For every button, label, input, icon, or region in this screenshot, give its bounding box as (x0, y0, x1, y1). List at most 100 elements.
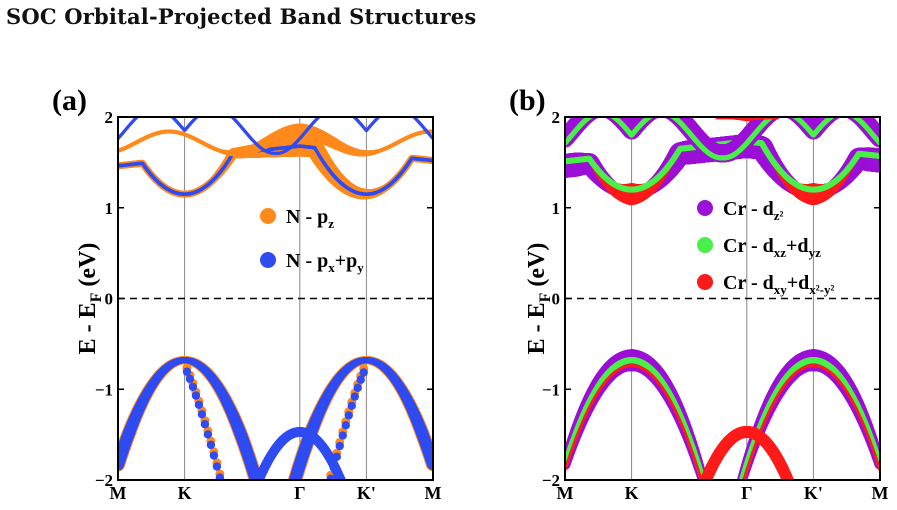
band-point (328, 108, 331, 111)
band-point (392, 107, 395, 110)
band-point (191, 391, 201, 400)
band-point (225, 111, 228, 114)
x-tick-label: K (178, 483, 192, 503)
legend: N - pz N - px+py (260, 206, 364, 275)
band-point (329, 107, 332, 110)
band-point (327, 108, 330, 111)
band-point (164, 110, 167, 113)
band-point (249, 487, 259, 497)
band-point (330, 107, 333, 110)
band-point (426, 458, 433, 471)
band-point (391, 107, 394, 110)
band-point (255, 479, 260, 480)
band-point (253, 486, 267, 500)
band-point (154, 106, 157, 109)
plot-area (118, 106, 433, 504)
legend-marker (260, 208, 276, 224)
band-point (383, 111, 386, 114)
band-point (325, 109, 328, 112)
band-point (227, 113, 230, 116)
band-point (227, 112, 230, 115)
band-point (349, 112, 352, 115)
band-point (331, 107, 334, 110)
band-point (162, 109, 165, 112)
band-point (253, 483, 265, 495)
y-tick-label: 2 (105, 108, 114, 127)
band-point (222, 109, 225, 112)
band-point (326, 474, 335, 480)
band-point (141, 111, 144, 114)
band-point (144, 109, 147, 112)
band-point (142, 110, 145, 113)
band-point (348, 112, 351, 115)
band-point (341, 107, 344, 110)
band-point (339, 107, 342, 110)
band-point (324, 110, 327, 113)
band-point (199, 112, 202, 115)
band-point (213, 106, 216, 109)
band-point (335, 106, 338, 109)
band-point (221, 492, 230, 501)
band-point (382, 111, 385, 114)
band-point (248, 491, 258, 501)
band-point (156, 107, 159, 110)
band-point (188, 382, 198, 392)
band-point (166, 111, 169, 114)
band-point (255, 479, 261, 480)
band-point (326, 109, 329, 112)
plot-area (565, 117, 880, 480)
band-point (167, 112, 170, 115)
band-point (402, 108, 405, 111)
band-point (219, 108, 222, 111)
band-point (215, 106, 218, 109)
band-point (380, 113, 383, 116)
band-point (323, 111, 326, 114)
band-point (211, 106, 214, 109)
band-point (353, 383, 362, 393)
band-point (253, 484, 265, 496)
x-tick-label: M (110, 483, 127, 503)
band-point (395, 106, 398, 109)
band-point (347, 401, 356, 411)
band-point (206, 108, 209, 111)
band-point (168, 113, 171, 116)
band-point (333, 106, 336, 109)
band-point (207, 108, 210, 111)
band-point (168, 113, 171, 116)
band-point (342, 108, 345, 111)
band-point (200, 111, 203, 114)
legend-entry: N - pz (286, 206, 334, 231)
band-point (402, 108, 405, 111)
band-point (405, 110, 408, 113)
band-point (338, 107, 341, 110)
band-point (253, 485, 265, 497)
band-point (401, 108, 404, 111)
band-point (147, 108, 150, 111)
band-point (396, 106, 399, 109)
band-point (148, 107, 151, 110)
band-point (156, 107, 159, 110)
band-point (390, 107, 393, 110)
band-point (384, 110, 387, 113)
band-point (255, 492, 267, 504)
legend-entry: N - px+py (286, 250, 364, 275)
band-point (146, 108, 149, 111)
band-point (139, 112, 142, 115)
band-point (149, 107, 152, 110)
x-tick-label: Γ (294, 483, 305, 503)
band-point (254, 490, 268, 504)
band-point (341, 421, 350, 430)
band-point (397, 106, 400, 109)
panel-label: (a) (52, 84, 87, 117)
band-point (399, 107, 402, 110)
band-point (408, 112, 411, 115)
band-point (218, 107, 221, 110)
band-point (345, 109, 348, 112)
band-point (385, 109, 388, 112)
band-point (211, 106, 214, 109)
band-point (335, 106, 338, 109)
band-point (163, 109, 166, 112)
